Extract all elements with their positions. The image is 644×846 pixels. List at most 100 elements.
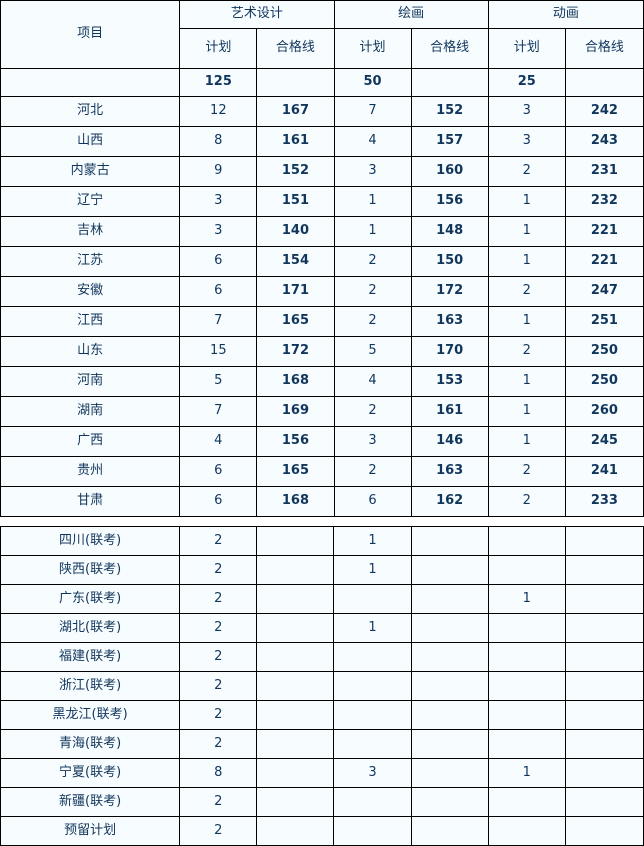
joint-exam-region: 广东(联考): [0, 584, 181, 614]
cell-art-design-line: [256, 555, 335, 585]
province-name: 湖南: [0, 396, 181, 427]
province-name: 辽宁: [0, 186, 181, 217]
cell-art-design-line: 172: [256, 336, 335, 367]
total-art-design-line: [256, 68, 335, 97]
table-row: 贵州 6 165 2 163 2 241: [0, 456, 644, 487]
cell-animation-plan: 2: [487, 336, 566, 367]
table-row: 山西 8 161 4 157 3 243: [0, 126, 644, 157]
table-row: 四川(联考) 2 1: [0, 526, 644, 556]
cell-painting-plan: 2: [333, 456, 412, 487]
cell-art-design-line: 165: [256, 306, 335, 337]
province-name: 山东: [0, 336, 181, 367]
cell-art-design-plan: 2: [179, 584, 258, 614]
cell-painting-plan: 5: [333, 336, 412, 367]
cell-animation-plan: 2: [487, 276, 566, 307]
cell-painting-line: 157: [410, 126, 489, 157]
table-row: 江苏 6 154 2 150 1 221: [0, 246, 644, 277]
cell-animation-line: [564, 729, 644, 759]
cell-art-design-line: 167: [256, 96, 335, 127]
cell-art-design-plan: 2: [179, 671, 258, 701]
province-name: 江西: [0, 306, 181, 337]
table-row: 广西 4 156 3 146 1 245: [0, 426, 644, 457]
cell-animation-line: 247: [564, 276, 644, 307]
header-label-project: 项目: [0, 0, 181, 69]
cell-painting-line: 170: [410, 336, 489, 367]
province-name: 河北: [0, 96, 181, 127]
cell-art-design-line: 168: [256, 486, 335, 517]
cell-animation-plan: 1: [487, 186, 566, 217]
cell-painting-line: 160: [410, 156, 489, 187]
cell-animation-plan: [487, 613, 566, 643]
cell-art-design-line: 152: [256, 156, 335, 187]
main-plan-table: 项目 艺术设计 绘画 动画 计划 合格线 计划 合格线 计划 合格线 125 5…: [0, 0, 644, 517]
cell-art-design-line: 151: [256, 186, 335, 217]
joint-exam-region: 预留计划: [0, 816, 181, 846]
cell-art-design-plan: 2: [179, 787, 258, 817]
cell-animation-line: 221: [564, 246, 644, 277]
table-row: 安徽 6 171 2 172 2 247: [0, 276, 644, 307]
table-row: 福建(联考) 2: [0, 642, 644, 672]
cell-animation-line: [564, 642, 644, 672]
cell-animation-plan: 1: [487, 366, 566, 397]
cell-painting-plan: 2: [333, 396, 412, 427]
table-row: 河南 5 168 4 153 1 250: [0, 366, 644, 397]
cell-art-design-line: 156: [256, 426, 335, 457]
total-painting-plan: 50: [333, 68, 412, 97]
province-name: 贵州: [0, 456, 181, 487]
cell-art-design-plan: 7: [179, 396, 258, 427]
cell-painting-line: [410, 671, 489, 701]
province-name: 内蒙古: [0, 156, 181, 187]
cell-animation-line: 241: [564, 456, 644, 487]
cell-animation-line: [564, 526, 644, 556]
sub-header-art-design-line: 合格线: [256, 28, 335, 69]
cell-painting-line: [410, 642, 489, 672]
table-row: 辽宁 3 151 1 156 1 232: [0, 186, 644, 217]
cell-animation-line: [564, 758, 644, 788]
cell-art-design-plan: 3: [179, 216, 258, 247]
cell-painting-plan: 7: [333, 96, 412, 127]
cell-animation-plan: [487, 787, 566, 817]
province-name: 安徽: [0, 276, 181, 307]
total-art-design-plan: 125: [179, 68, 258, 97]
sub-header-painting-plan: 计划: [333, 28, 412, 69]
cell-art-design-plan: 2: [179, 700, 258, 730]
cell-animation-plan: 1: [487, 246, 566, 277]
cell-animation-plan: [487, 526, 566, 556]
cell-art-design-plan: 2: [179, 555, 258, 585]
cell-art-design-line: 161: [256, 126, 335, 157]
total-animation-line: [564, 68, 644, 97]
cell-art-design-plan: 2: [179, 526, 258, 556]
cell-painting-line: 172: [410, 276, 489, 307]
cell-art-design-line: [256, 642, 335, 672]
joint-exam-table: 四川(联考) 2 1 陕西(联考) 2 1 广东(联考) 2 1 湖北(联考) 2 1 福建(联考) 2 浙…: [0, 526, 644, 846]
cell-art-design-line: [256, 613, 335, 643]
cell-painting-line: [410, 613, 489, 643]
joint-exam-region: 浙江(联考): [0, 671, 181, 701]
cell-painting-plan: 1: [333, 186, 412, 217]
table-row: 新疆(联考) 2: [0, 787, 644, 817]
total-painting-line: [410, 68, 489, 97]
cell-painting-plan: 3: [333, 426, 412, 457]
table-row: 内蒙古 9 152 3 160 2 231: [0, 156, 644, 187]
cell-art-design-plan: 6: [179, 276, 258, 307]
cell-animation-line: 245: [564, 426, 644, 457]
cell-painting-plan: [333, 584, 412, 614]
group-header-painting: 绘画: [333, 0, 489, 30]
cell-animation-plan: 1: [487, 396, 566, 427]
province-name: 甘肃: [0, 486, 181, 517]
table-row: 预留计划 2: [0, 816, 644, 846]
cell-animation-line: 242: [564, 96, 644, 127]
table-row: 陕西(联考) 2 1: [0, 555, 644, 585]
table-row: 湖南 7 169 2 161 1 260: [0, 396, 644, 427]
group-header-art-design: 艺术设计: [179, 0, 335, 30]
total-animation-plan: 25: [487, 68, 566, 97]
cell-art-design-line: [256, 729, 335, 759]
cell-art-design-plan: 8: [179, 126, 258, 157]
cell-animation-line: [564, 816, 644, 846]
cell-art-design-line: [256, 758, 335, 788]
joint-exam-region: 陕西(联考): [0, 555, 181, 585]
cell-animation-line: 243: [564, 126, 644, 157]
cell-animation-line: [564, 584, 644, 614]
cell-painting-line: [410, 816, 489, 846]
cell-animation-line: 251: [564, 306, 644, 337]
